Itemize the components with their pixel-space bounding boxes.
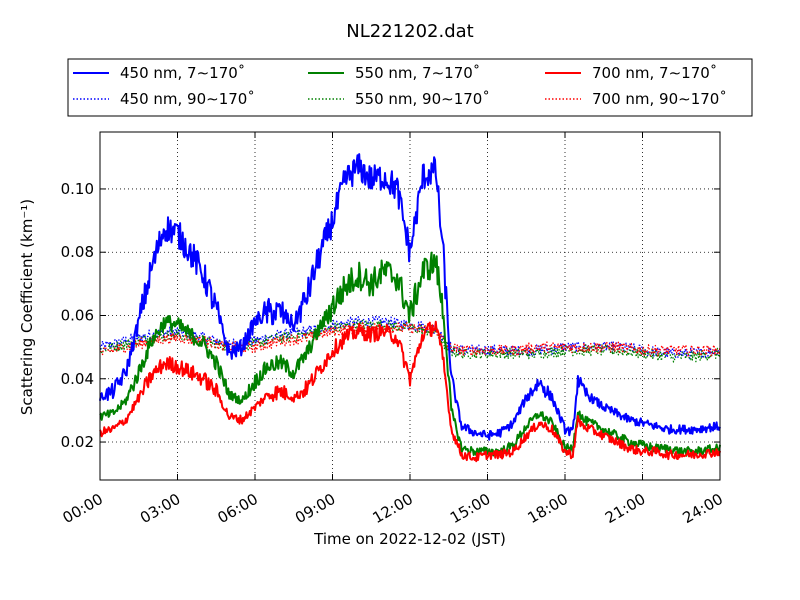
series-line-0 <box>99 153 721 441</box>
y-tick-labels: 0.02 0.04 0.06 0.08 0.10 <box>61 180 94 451</box>
y-axis-label: Scattering Coefficient (km⁻¹) <box>18 199 36 415</box>
y-tick-label-3: 0.08 <box>61 243 94 261</box>
series-line-3 <box>99 319 721 363</box>
y-tick-label-1: 0.04 <box>61 370 94 388</box>
y-tick-label-0: 0.02 <box>61 433 94 451</box>
legend-label-0: 450 nm, 7∼170˚ <box>120 64 245 82</box>
series-layer <box>99 153 721 463</box>
legend-label-2: 550 nm, 7∼170˚ <box>355 64 480 82</box>
x-axis-label: Time on 2022-12-02 (JST) <box>313 530 506 548</box>
legend-label-1: 450 nm, 90∼170˚ <box>120 90 255 108</box>
axis-ticks <box>99 132 721 480</box>
chart-title: NL221202.dat <box>346 21 473 42</box>
legend-label-3: 550 nm, 90∼170˚ <box>355 90 490 108</box>
legend-label-5: 700 nm, 90∼170˚ <box>592 90 727 108</box>
series-line-4 <box>99 320 721 463</box>
y-tick-label-4: 0.10 <box>61 180 94 198</box>
legend[interactable]: 450 nm, 7∼170˚ 450 nm, 90∼170˚ 550 nm, 7∼1… <box>67 58 753 117</box>
legend-label-4: 700 nm, 7∼170˚ <box>592 64 717 82</box>
y-tick-label-2: 0.06 <box>61 306 94 324</box>
series-line-2 <box>99 251 721 457</box>
legend-box <box>67 58 753 117</box>
